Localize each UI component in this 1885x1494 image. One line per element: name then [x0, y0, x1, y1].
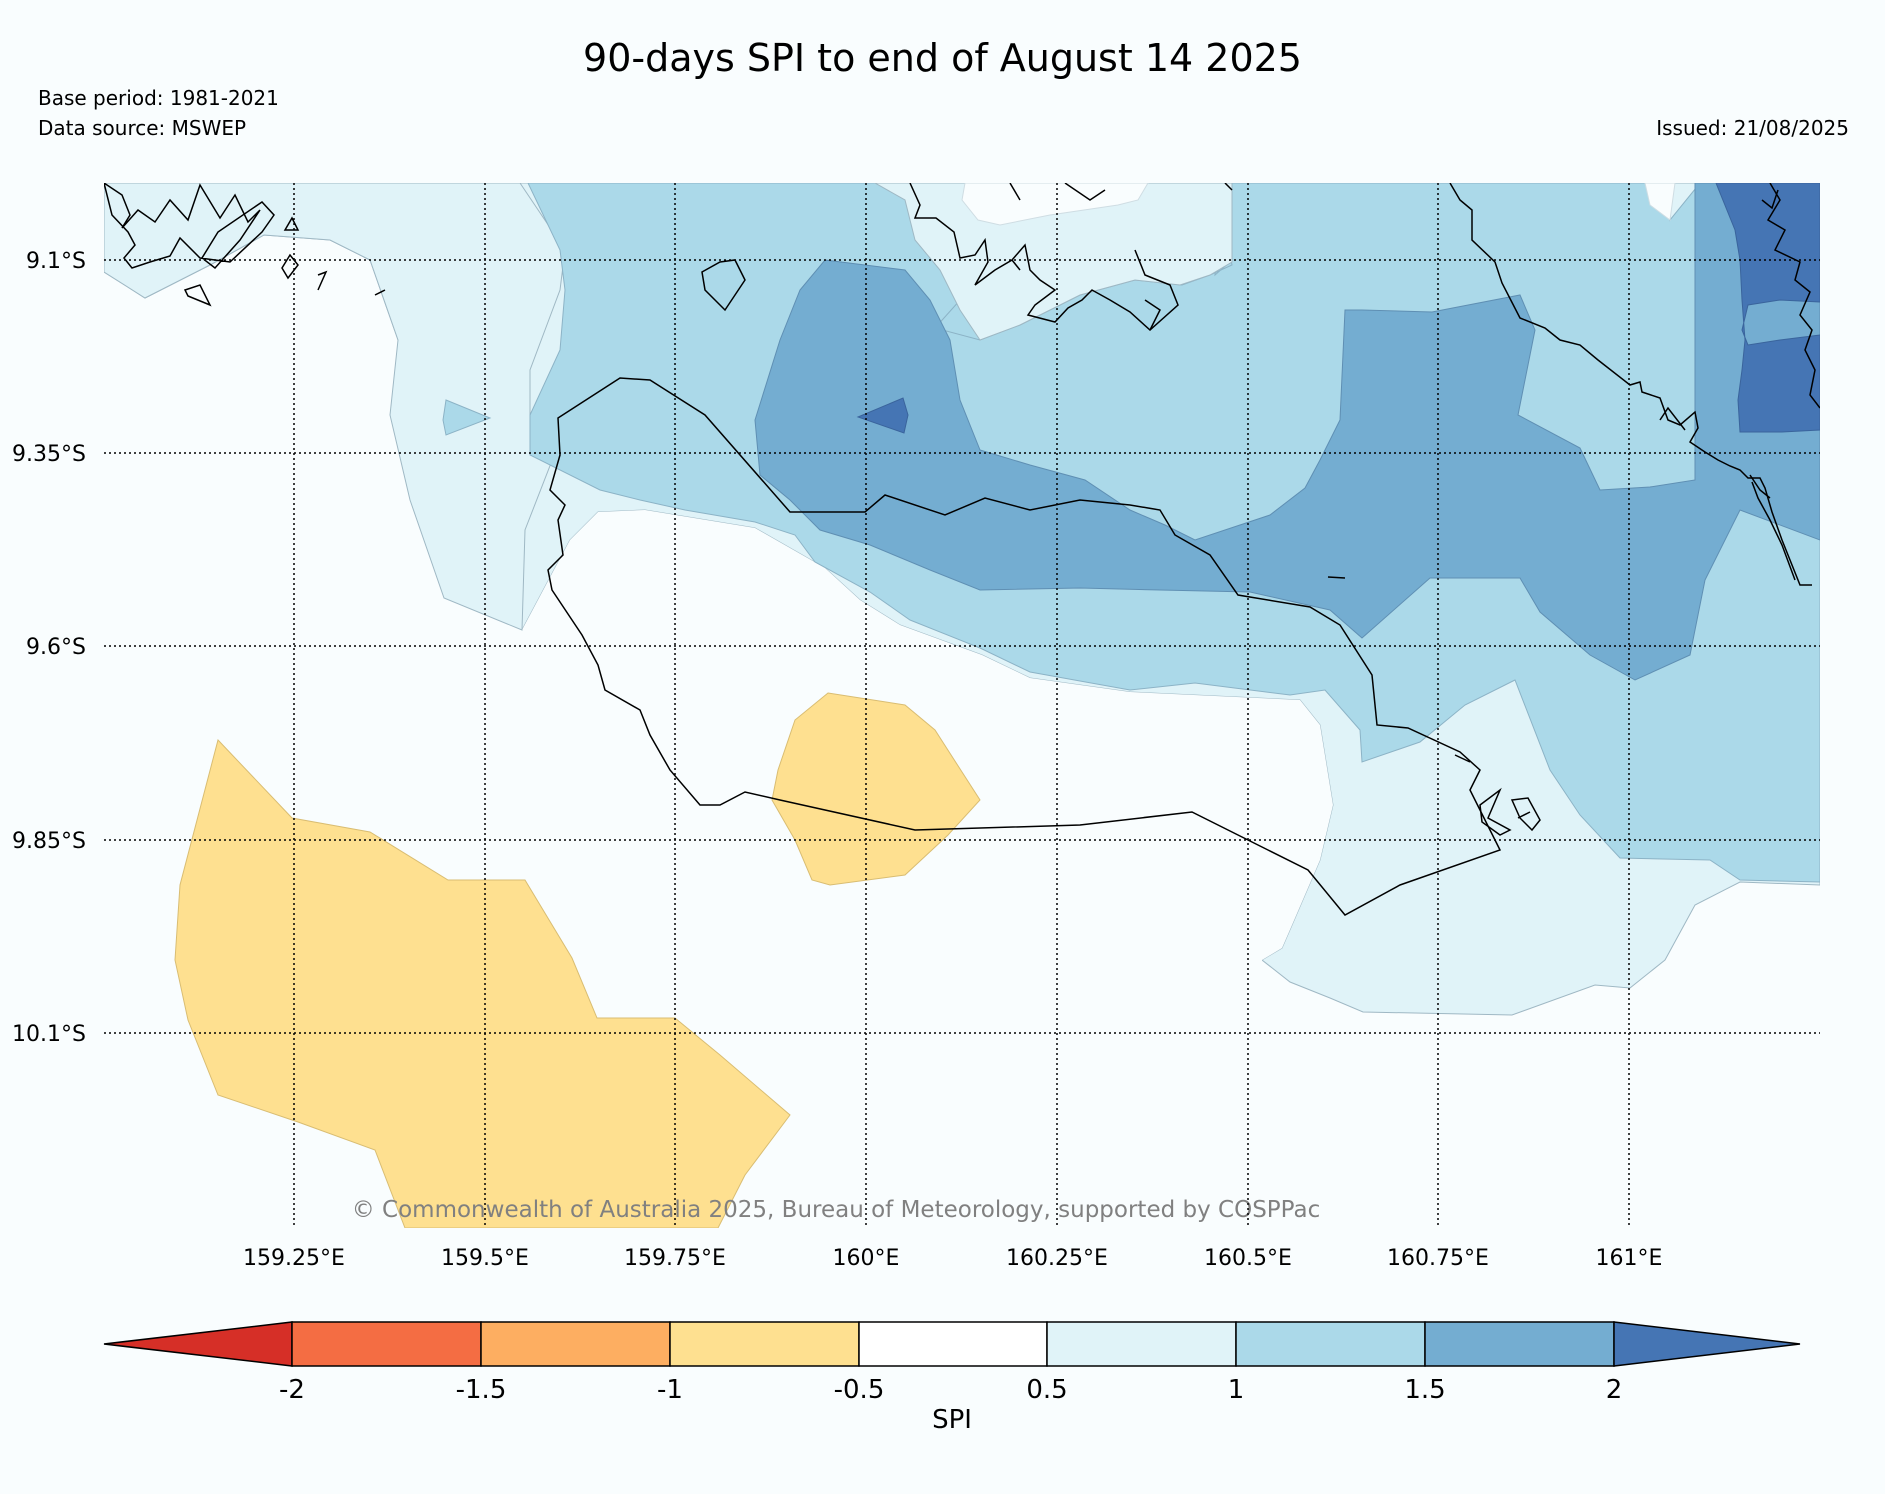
- colorbar-segment: [669, 1321, 860, 1367]
- colorbar-tick-label: -2: [279, 1375, 305, 1405]
- colorbar-tick-label: 2: [1606, 1375, 1623, 1405]
- colorbar-segment: [1424, 1321, 1615, 1367]
- colorbar-extend-low: [103, 1321, 293, 1367]
- longitude-label: 159.75°E: [624, 1246, 726, 1271]
- spi-zone-1.5-2: [754, 183, 1820, 681]
- longitude-label: 159.25°E: [243, 1246, 345, 1271]
- colorbar-tick-labels: -2 -1.5 -1 -0.5 0.5 1 1.5 2: [279, 1375, 1622, 1405]
- spi-zone-above-2-spot: [856, 397, 909, 434]
- longitude-label: 161°E: [1596, 1246, 1663, 1271]
- longitude-label: 160.5°E: [1204, 1246, 1292, 1271]
- graticule: [104, 183, 1820, 1228]
- longitude-label: 160°E: [833, 1246, 900, 1271]
- colorbar-tick-label: -1: [657, 1375, 683, 1405]
- spi-zone-above-2: [1715, 183, 1820, 433]
- colorbar-label: SPI: [932, 1405, 972, 1435]
- map-title: 90-days SPI to end of August 14 2025: [583, 36, 1302, 80]
- colorbar-tick-label: 0.5: [1026, 1375, 1067, 1405]
- latitude-label: 9.85°S: [12, 829, 86, 854]
- latitude-label: 9.1°S: [26, 249, 86, 274]
- spi-zone-neutral-ne: [1644, 183, 1676, 221]
- colorbar-segment: [1046, 1321, 1237, 1367]
- colorbar-tick-label: 1.5: [1404, 1375, 1445, 1405]
- issued-date-text: Issued: 21/08/2025: [1656, 116, 1849, 140]
- latitude-label: 9.35°S: [12, 442, 86, 467]
- colorbar-segment: [858, 1321, 1048, 1367]
- copyright-text: © Commonwealth of Australia 2025, Bureau…: [352, 1197, 1321, 1223]
- spi-zone-0.5-1-n: [873, 183, 1233, 341]
- colorbar-segment: [1235, 1321, 1426, 1367]
- spi-zone-neg-1-neg-0.5-b: [771, 692, 981, 886]
- colorbar: [103, 1321, 1801, 1367]
- longitude-label: 160.75°E: [1387, 1246, 1489, 1271]
- latitude-labels: 9.1°S 9.35°S 9.6°S 9.85°S 10.1°S: [12, 249, 86, 1047]
- colorbar-extend-high: [1613, 1321, 1801, 1367]
- spi-zone-neg-1-neg-0.5-a: [174, 739, 791, 1228]
- base-period-text: Base period: 1981-2021: [38, 86, 279, 110]
- colorbar-tick-label: -1.5: [456, 1375, 507, 1405]
- colorbar-tick-label: 1: [1228, 1375, 1245, 1405]
- colorbar-segment: [480, 1321, 671, 1367]
- longitude-label: 160.25°E: [1006, 1246, 1108, 1271]
- longitude-label: 159.5°E: [441, 1246, 529, 1271]
- spi-zone-neutral-n: [961, 183, 1149, 226]
- longitude-labels: 159.25°E 159.5°E 159.75°E 160°E 160.25°E 160.…: [243, 1246, 1662, 1271]
- colorbar-tick-label: -0.5: [834, 1375, 885, 1405]
- data-source-text: Data source: MSWEP: [38, 116, 247, 140]
- latitude-label: 10.1°S: [12, 1022, 86, 1047]
- spi-zone-1-1.5-notch: [442, 399, 492, 436]
- colorbar-segment: [291, 1321, 482, 1367]
- spi-field: © Commonwealth of Australia 2025, Bureau…: [104, 183, 1820, 1228]
- latitude-label: 9.6°S: [26, 635, 86, 660]
